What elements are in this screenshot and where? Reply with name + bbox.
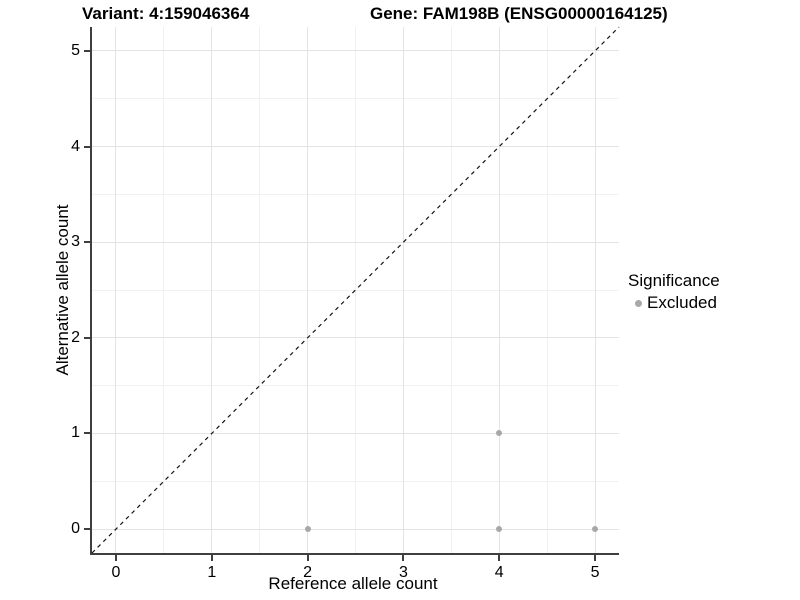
minor-gridline-y	[92, 480, 619, 482]
y-axis-tick	[84, 145, 90, 148]
major-gridline-y	[92, 146, 619, 148]
plot-panel: 0 1 2 3 4 5 0 1 2 3 4 5	[71, 26, 620, 581]
major-gridline-x	[307, 27, 309, 553]
major-gridline-x	[498, 27, 500, 553]
y-tick-label: 1	[71, 424, 80, 442]
data-point	[304, 526, 311, 533]
legend-title: Significance	[628, 271, 720, 290]
x-axis-tick	[594, 555, 597, 561]
y-tick-label: 4	[71, 137, 80, 155]
plot-title-variant: Variant: 4:159046364	[82, 4, 250, 23]
x-axis-tick	[498, 555, 501, 561]
y-tick-label: 5	[71, 41, 80, 59]
y-axis-title: Alternative allele count	[53, 204, 72, 376]
x-axis-tick	[402, 555, 405, 561]
minor-gridline-y	[92, 289, 619, 291]
x-axis-tick	[114, 555, 117, 561]
y-tick-label: 3	[71, 233, 80, 251]
major-gridline-x	[115, 27, 117, 553]
minor-gridline-y	[92, 385, 619, 387]
excluded-point-icon	[635, 299, 642, 307]
x-tick-label: 5	[590, 564, 600, 581]
x-tick-label: 0	[111, 564, 121, 581]
plot-title-gene: Gene: FAM198B (ENSG00000164125)	[370, 4, 668, 23]
major-gridline-y	[92, 528, 619, 530]
identity-reference-line	[91, 26, 620, 554]
legend-item-excluded: Excluded	[628, 292, 720, 313]
data-point	[496, 430, 503, 437]
y-axis-tick	[84, 528, 90, 531]
x-axis-tick	[210, 555, 213, 561]
major-gridline-x	[594, 27, 596, 553]
legend-item-label: Excluded	[647, 292, 717, 312]
y-tick-label: 0	[71, 520, 80, 538]
major-gridline-y	[92, 50, 619, 52]
y-axis-tick	[84, 432, 90, 435]
x-tick-label: 3	[398, 564, 408, 581]
major-gridline-y	[92, 432, 619, 434]
x-axis-tick	[306, 555, 309, 561]
y-axis-tick	[84, 241, 90, 244]
minor-gridline-y	[92, 193, 619, 195]
major-gridline-y	[92, 337, 619, 339]
minor-gridline-y	[92, 98, 619, 100]
y-axis-tick	[84, 49, 90, 52]
major-gridline-x	[402, 27, 404, 553]
x-tick-label: 1	[207, 564, 217, 581]
data-point	[592, 526, 599, 533]
data-point	[496, 526, 503, 533]
y-axis-tick	[84, 336, 90, 339]
x-tick-label: 2	[303, 564, 313, 581]
legend: Significance Excluded	[628, 271, 720, 313]
major-gridline-y	[92, 241, 619, 243]
x-axis-title: Reference allele count	[268, 574, 438, 593]
y-tick-label: 2	[71, 328, 80, 346]
x-tick-label: 4	[494, 564, 504, 581]
major-gridline-x	[211, 27, 213, 553]
